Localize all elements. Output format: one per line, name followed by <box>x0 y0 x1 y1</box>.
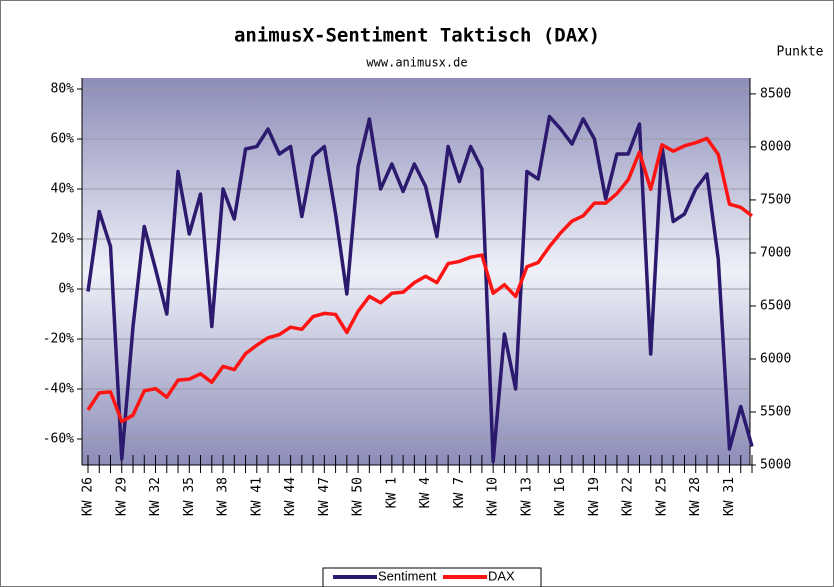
legend-label: DAX <box>488 568 515 583</box>
y-tick-label: 60% <box>51 132 75 147</box>
y2-tick-label: 7500 <box>760 192 791 207</box>
y-tick-label: 40% <box>51 182 75 197</box>
y2-tick-label: 6000 <box>760 351 791 366</box>
y-tick-label: 80% <box>51 82 75 97</box>
x-tick-label: KW 31 <box>722 477 737 516</box>
y-tick-label: -20% <box>43 332 74 347</box>
y-tick-label: -40% <box>43 382 74 397</box>
y-tick-label: 20% <box>51 232 75 247</box>
x-tick-label: KW 32 <box>148 477 163 516</box>
x-tick-label: KW 47 <box>317 477 332 516</box>
y2-tick-label: 8500 <box>760 86 791 101</box>
x-tick-label: KW 28 <box>688 477 703 516</box>
y2-axis-label: Punkte <box>777 45 824 60</box>
legend-label: Sentiment <box>378 568 437 583</box>
y-tick-label: 0% <box>58 282 74 297</box>
x-tick-label: KW 29 <box>114 477 129 516</box>
x-tick-label: KW 41 <box>249 477 264 516</box>
subtitle: www.animusx.de <box>366 56 467 70</box>
plot-area <box>82 78 750 465</box>
x-tick-label: KW 10 <box>486 477 501 516</box>
y2-tick-label: 6500 <box>760 298 791 313</box>
x-tick-label: KW 44 <box>283 477 298 516</box>
x-tick-label: KW 26 <box>81 477 96 516</box>
x-tick-label: KW 16 <box>553 477 568 516</box>
x-tick-label: KW 7 <box>452 477 467 508</box>
x-tick-label: KW 35 <box>182 477 197 516</box>
series-line <box>86 136 754 424</box>
y-tick-label: -60% <box>43 432 74 447</box>
x-tick-label: KW 50 <box>351 477 366 516</box>
x-tick-label: KW 22 <box>621 477 636 516</box>
x-tick-label: KW 4 <box>418 477 433 508</box>
x-tick-label: KW 25 <box>654 477 669 516</box>
x-tick-label: KW 38 <box>216 477 231 516</box>
x-tick-label: KW 1 <box>384 477 399 508</box>
y2-tick-label: 8000 <box>760 139 791 154</box>
chart-title: animusX-Sentiment Taktisch (DAX) <box>234 25 600 47</box>
legend <box>322 567 542 587</box>
y2-tick-label: 5500 <box>760 404 791 419</box>
x-tick-label: KW 13 <box>519 477 534 516</box>
y2-tick-label: 5000 <box>760 458 791 473</box>
x-tick-label: KW 19 <box>587 477 602 516</box>
y2-tick-label: 7000 <box>760 245 791 260</box>
